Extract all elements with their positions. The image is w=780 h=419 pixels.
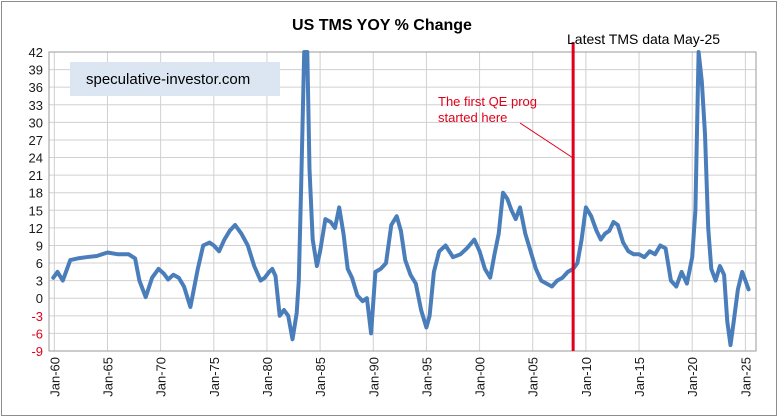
y-tick-label: 3: [36, 274, 43, 289]
y-tick-label: 6: [36, 256, 43, 271]
qe-annotation-text: started here: [438, 110, 507, 125]
x-tick-label: Jan-00: [473, 357, 488, 397]
qe-annotation-text: The first QE prog: [438, 94, 537, 109]
source-label: speculative-investor.com: [86, 71, 250, 88]
plot-area: [48, 51, 757, 352]
y-tick-label: 42: [29, 45, 43, 60]
x-tick-label: Jan-90: [366, 357, 381, 397]
y-tick-label: -6: [31, 326, 43, 341]
y-tick-label: 33: [29, 98, 43, 113]
x-tick-label: Jan-20: [685, 357, 700, 397]
y-tick-label: 21: [29, 168, 43, 183]
y-tick-label: 12: [29, 221, 43, 236]
y-tick-label: 39: [29, 63, 43, 78]
y-tick-label: 27: [29, 133, 43, 148]
gridlines: [49, 51, 756, 352]
y-tick-label: -9: [31, 344, 43, 359]
x-tick-label: Jan-80: [260, 357, 275, 397]
y-tick-label: 0: [36, 291, 43, 306]
x-tick-label: Jan-05: [526, 357, 541, 397]
x-tick-label: Jan-75: [207, 357, 222, 397]
x-tick-label: Jan-15: [632, 357, 647, 397]
y-tick-label: 15: [29, 203, 43, 218]
qe-annotation-pointer: [519, 122, 574, 159]
chart-title: US TMS YOY % Change: [292, 17, 472, 34]
latest-data-label: Latest TMS data May-25: [567, 31, 720, 47]
series-group: [51, 50, 751, 348]
y-tick-label: -3: [31, 309, 43, 324]
x-tick-label: Jan-60: [47, 357, 62, 397]
source-label-box: speculative-investor.com: [70, 62, 280, 96]
x-tick-label: Jan-85: [313, 357, 328, 397]
y-tick-label: 36: [29, 80, 43, 95]
series-line-tms-yoy: [51, 50, 751, 348]
y-tick-label: 18: [29, 186, 43, 201]
y-tick-label: 24: [29, 151, 43, 166]
x-tick-label: Jan-25: [738, 357, 753, 397]
source-label-background: [70, 62, 280, 96]
y-tick-label: 30: [29, 115, 43, 130]
y-tick-label: 9: [36, 238, 43, 253]
x-tick-label: Jan-10: [579, 357, 594, 397]
x-tick-label: Jan-95: [419, 357, 434, 397]
x-tick-label: Jan-65: [100, 357, 115, 397]
x-axis-ticks: Jan-60 Jan-65 Jan-70 Jan-75 Jan-80 Jan-85 Jan-…: [47, 357, 753, 397]
x-tick-label: Jan-70: [154, 357, 169, 397]
